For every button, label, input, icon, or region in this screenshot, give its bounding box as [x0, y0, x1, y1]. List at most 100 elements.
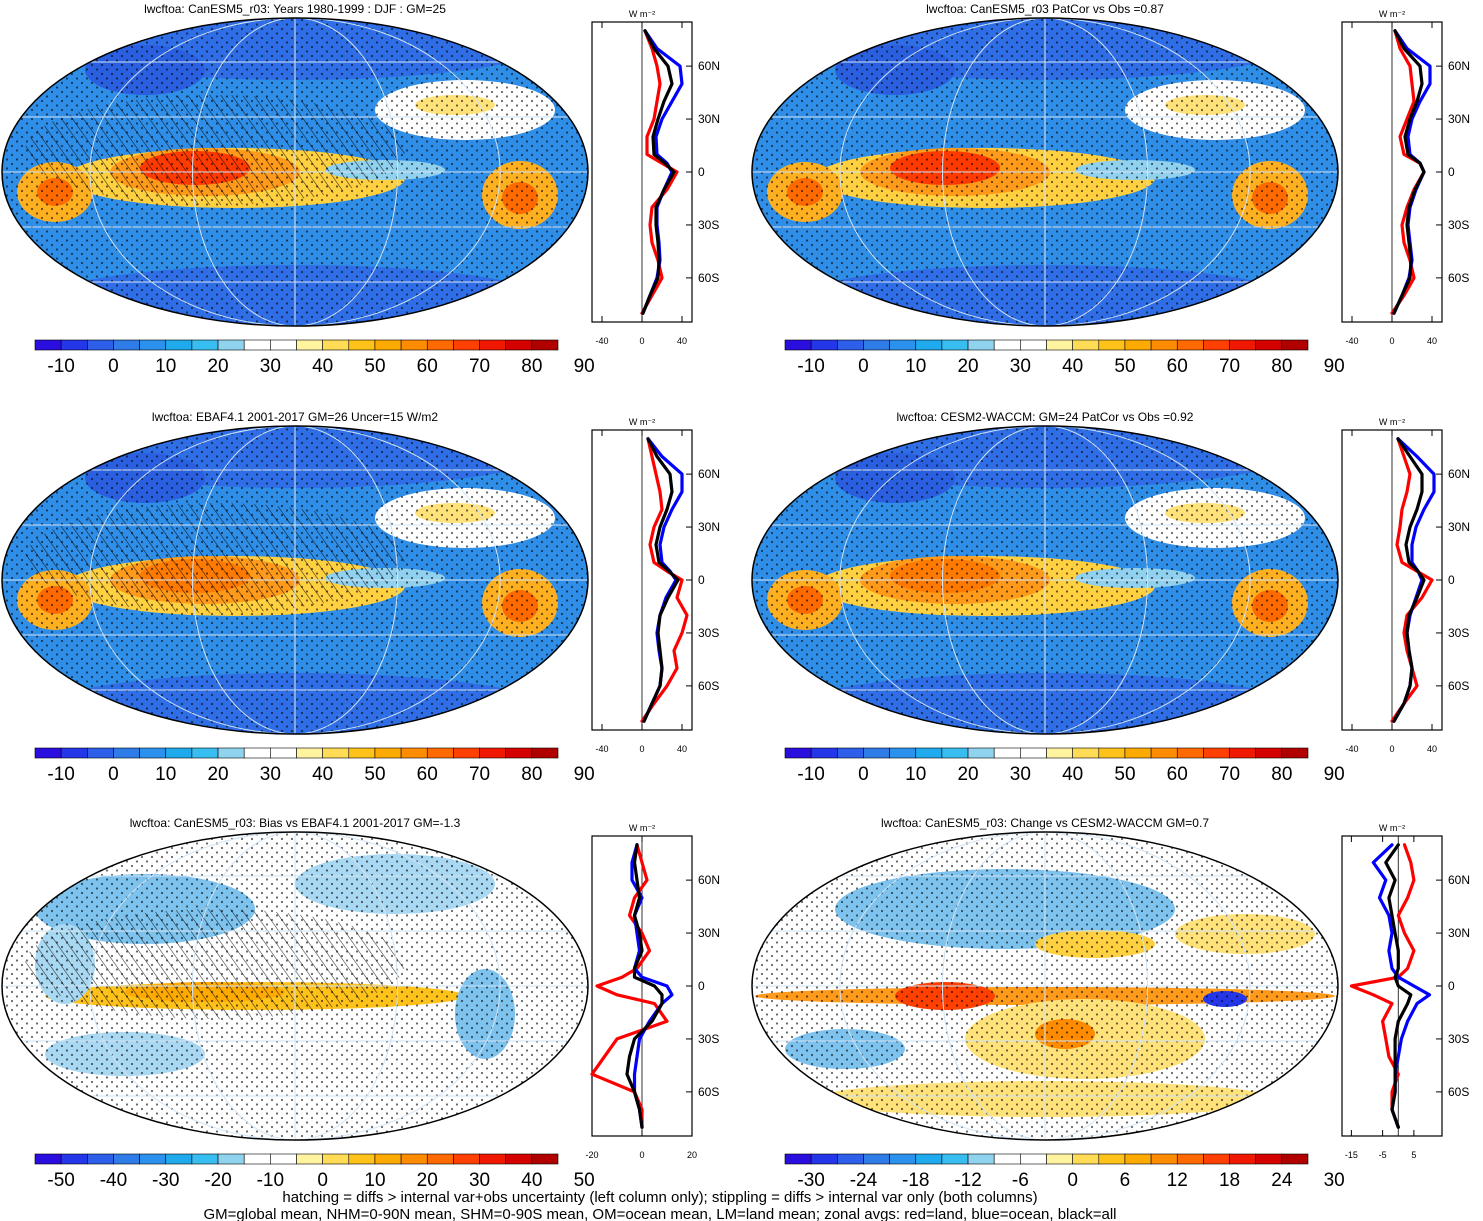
colorbar-tick-label: 10 — [905, 764, 926, 785]
panel-title: lwcftoa: CanESM5_r03: Bias vs EBAF4.1 20… — [130, 816, 461, 830]
colorbar-tick-label: 50 — [1114, 764, 1135, 785]
colorbar-swatch — [1176, 1153, 1204, 1165]
colorbar-tick-label: 40 — [312, 764, 333, 785]
zonal-lat-label: 30S — [1448, 218, 1469, 232]
colorbar-tick-label: 50 — [364, 356, 385, 377]
zonal-lat-label: 60N — [1448, 59, 1470, 73]
colorbar-swatch — [113, 1153, 140, 1165]
zonal-unit: W m⁻² — [1379, 9, 1405, 19]
zonal-xtick-label: -40 — [595, 744, 608, 754]
colorbar-swatch — [810, 339, 838, 351]
zonal-xtick-label: 20 — [687, 1150, 697, 1160]
colorbar-swatch — [322, 1153, 350, 1165]
zonal-unit: W m⁻² — [629, 823, 655, 833]
colorbar-tick-label: 20 — [207, 356, 228, 377]
colorbar-swatch — [863, 339, 890, 351]
colorbar-tick-label: 70 — [1219, 764, 1240, 785]
colorbar-swatch — [1203, 339, 1230, 351]
colorbar-tick-label: -20 — [204, 1170, 231, 1191]
colorbar: -10 0 10 20 30 40 50 60 70 80 90 — [784, 339, 1345, 377]
meridian — [89, 426, 501, 734]
colorbar-swatch — [1098, 747, 1126, 759]
colorbar-tick-label: -12 — [954, 1170, 981, 1191]
zonal-lat-label: 0 — [1448, 165, 1455, 179]
zonal-lat-label: 30N — [1448, 926, 1470, 940]
zonal-plot: W m⁻² -20 0 20 60N 30N 0 30S 60S — [585, 823, 720, 1160]
colorbar-swatch — [863, 747, 890, 759]
colorbar-tick-label: 30 — [1324, 1170, 1345, 1191]
colorbar-swatch — [993, 339, 1021, 351]
zonal-lat-label: 30S — [698, 1032, 719, 1046]
colorbar-swatch — [1046, 339, 1073, 351]
colorbar-tick-label: 18 — [1219, 1170, 1240, 1191]
meridian — [191, 832, 399, 1140]
colorbar-tick-label: 50 — [1114, 356, 1135, 377]
colorbar: -10 0 10 20 30 40 50 60 70 80 90 — [784, 747, 1345, 785]
meridian — [839, 426, 1251, 734]
colorbar-swatch — [348, 1153, 376, 1165]
colorbar-swatch — [165, 1153, 193, 1165]
colorbar-tick-label: 80 — [521, 764, 542, 785]
zonal-xtick-label: -5 — [1379, 1150, 1387, 1160]
colorbar-swatch — [243, 339, 271, 351]
colorbar-tick-label: 12 — [1167, 1170, 1188, 1191]
colorbar-swatch — [453, 1153, 480, 1165]
zonal-lat-label: 30N — [698, 520, 720, 534]
colorbar-swatch — [915, 339, 943, 351]
colorbar-tick-label: 90 — [574, 356, 595, 377]
meridian — [839, 832, 1251, 1140]
meridian — [941, 832, 1149, 1140]
zonal-plot: W m⁻² -40 0 40 60N 30N 0 30S 60S — [1341, 9, 1470, 346]
zonal-lat-label: 0 — [1448, 573, 1455, 587]
colorbar-tick-label: 30 — [469, 1170, 490, 1191]
colorbar-swatch — [296, 339, 323, 351]
zonal-plot: W m⁻² -40 0 40 60N 30N 0 30S 60S — [591, 9, 720, 346]
map-outline — [751, 17, 1339, 327]
colorbar-tick-label: 0 — [108, 356, 119, 377]
hatching-region — [25, 909, 405, 1019]
colorbar-swatch — [139, 747, 167, 759]
colorbar-swatch — [836, 747, 864, 759]
colorbar-swatch — [1098, 1153, 1126, 1165]
colorbar-swatch — [60, 339, 88, 351]
zonal-xtick-label: 0 — [639, 1150, 644, 1160]
colorbar: -10 0 10 20 30 40 50 60 70 80 90 — [34, 339, 595, 377]
colorbar-tick-label: 60 — [1167, 356, 1188, 377]
colorbar-swatch — [374, 339, 402, 351]
zonal-lat-label: 30S — [1448, 626, 1469, 640]
map-outline — [1, 17, 589, 327]
colorbar-tick-label: 50 — [574, 1170, 595, 1191]
zonal-lat-label: 0 — [698, 979, 705, 993]
colorbar-swatch — [941, 339, 969, 351]
map-outline — [1, 831, 589, 1141]
colorbar-swatch — [810, 747, 838, 759]
colorbar-tick-label: 90 — [1324, 764, 1345, 785]
colorbar-tick-label: 30 — [1010, 764, 1031, 785]
colorbar-tick-label: 40 — [1062, 356, 1083, 377]
colorbar-swatch — [1072, 1153, 1100, 1165]
colorbar-tick-label: -30 — [797, 1170, 824, 1191]
meridian — [89, 18, 501, 326]
panel-title: lwcftoa: CanESM5_r03: Years 1980-1999 : … — [144, 2, 446, 16]
colorbar-swatch — [60, 1153, 88, 1165]
colorbar-swatch — [1020, 747, 1047, 759]
colorbar-swatch — [322, 747, 350, 759]
zonal-series-ocean — [1371, 843, 1432, 1129]
zonal-series-all — [1384, 843, 1413, 1129]
colorbar-swatch — [191, 747, 219, 759]
colorbar-tick-label: 6 — [1120, 1170, 1131, 1191]
colorbar-swatch — [1046, 1153, 1073, 1165]
zonal-plot: W m⁻² -40 0 40 60N 30N 0 30S 60S — [591, 417, 720, 754]
panel-5: lwcftoa: CanESM5_r03: Bias vs EBAF4.1 20… — [1, 816, 720, 1191]
zonal-series-all — [1392, 437, 1426, 723]
zonal-series-all — [642, 437, 680, 723]
colorbar-swatch — [863, 1153, 890, 1165]
colorbar-swatch — [113, 747, 140, 759]
colorbar-swatch — [836, 339, 864, 351]
colorbar-swatch — [60, 747, 88, 759]
colorbar-swatch — [374, 747, 402, 759]
colorbar-swatch — [243, 1153, 271, 1165]
zonal-xtick-label: 5 — [1411, 1150, 1416, 1160]
colorbar-tick-label: 20 — [207, 764, 228, 785]
zonal-xtick-label: 0 — [639, 744, 644, 754]
